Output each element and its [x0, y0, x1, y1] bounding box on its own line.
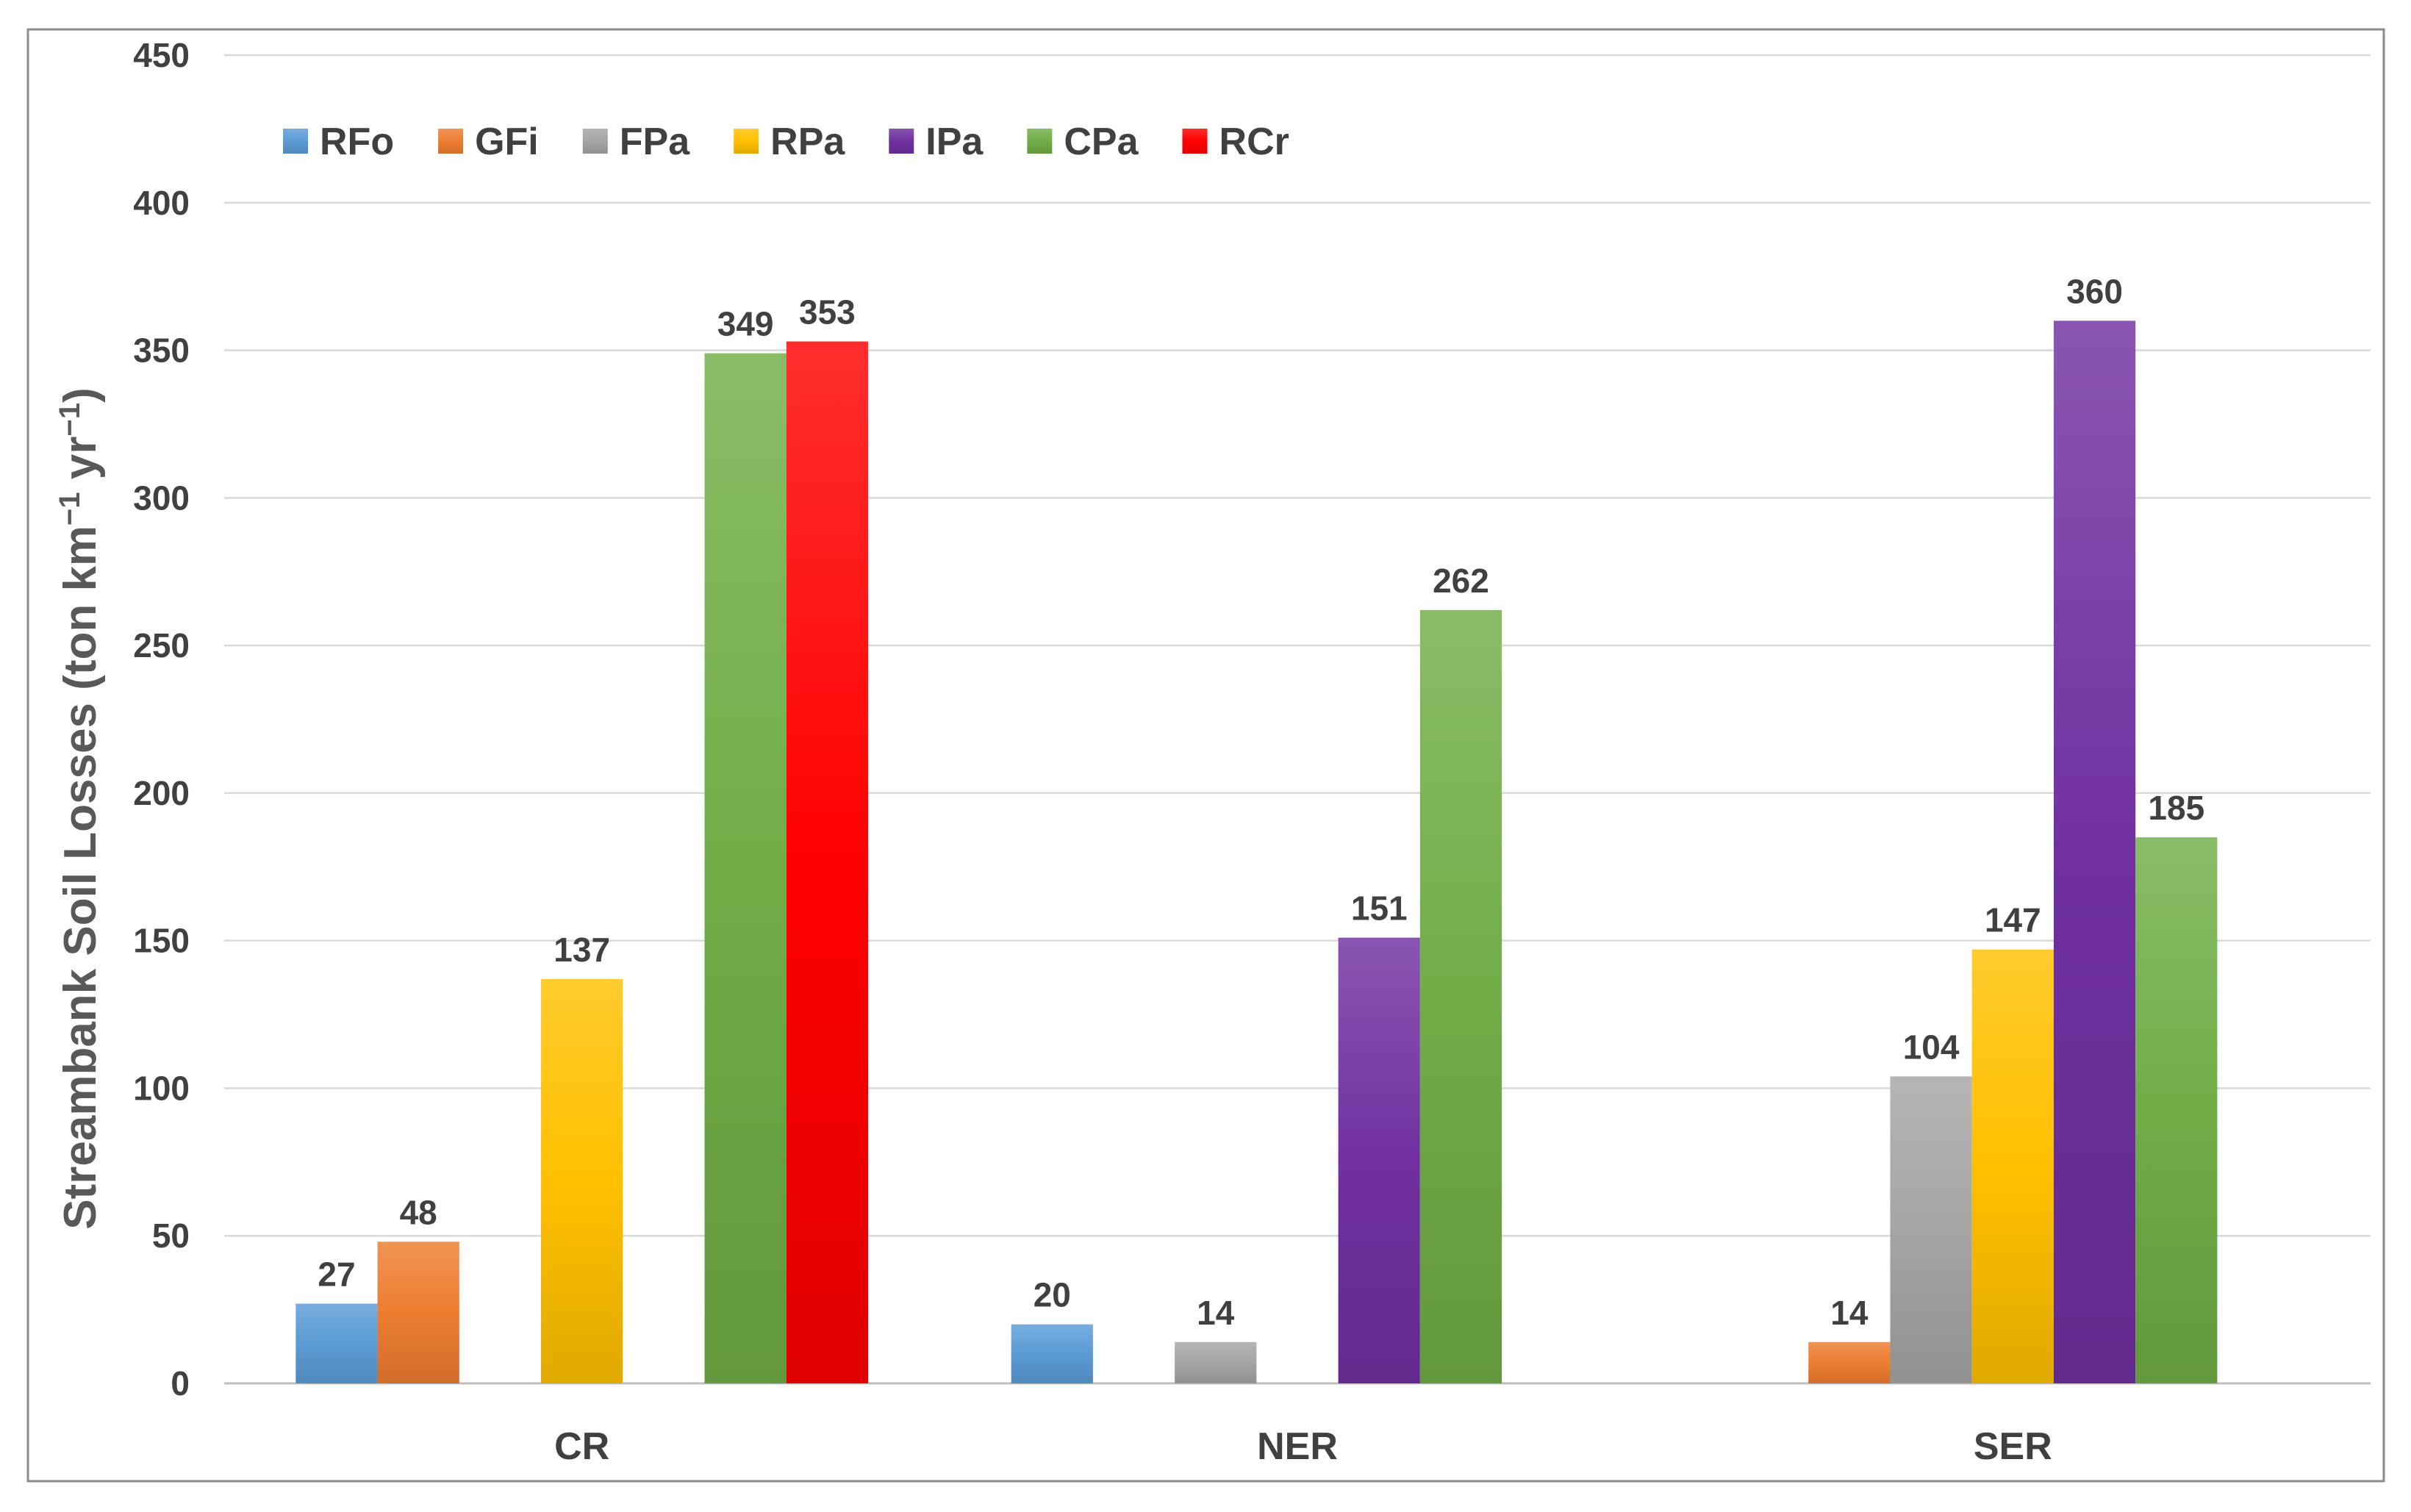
- bar-ner-rfo: [1011, 1324, 1093, 1383]
- data-label-ner-ipa: 151: [1351, 889, 1408, 928]
- legend-label-ipa: IPa: [925, 121, 984, 163]
- data-label-cr-rcr: 353: [799, 293, 856, 332]
- y-tick-label: 150: [133, 922, 190, 960]
- bar-cr-gfi: [377, 1242, 459, 1383]
- bar-cr-rfo: [295, 1303, 378, 1383]
- y-tick-label: 300: [133, 479, 190, 517]
- legend-swatch-gfi: [438, 129, 464, 154]
- data-label-cr-cpa: 349: [717, 305, 774, 343]
- y-axis-ticks: 0 50 100 150 200 250 300 350 400 450: [133, 36, 190, 1402]
- legend-swatch-rfo: [283, 129, 308, 154]
- legend-label-fpa: FPa: [620, 121, 690, 163]
- x-axis-categories: CR NER SER: [554, 1425, 2052, 1468]
- bar-ner-cpa: [1419, 609, 1502, 1383]
- data-labels: 27 48 137 349 353 20 14 151 262 14 104 147 360 185: [318, 272, 2204, 1331]
- legend-label-cpa: CPa: [1064, 121, 1139, 163]
- legend-swatch-ipa: [889, 129, 914, 154]
- bar-ser-fpa: [1890, 1076, 1972, 1383]
- y-tick-label: 250: [133, 626, 190, 664]
- category-label-ner: NER: [1257, 1425, 1338, 1468]
- category-label-ser: SER: [1974, 1425, 2052, 1468]
- data-label-ser-rpa: 147: [1985, 901, 2041, 939]
- bar-cr-rcr: [786, 341, 868, 1383]
- bars: [295, 320, 2218, 1384]
- bar-cr-rpa: [541, 978, 623, 1383]
- data-label-ser-ipa: 360: [2066, 272, 2123, 310]
- data-label-ser-fpa: 104: [1903, 1028, 1960, 1066]
- data-label-ner-cpa: 262: [1433, 562, 1489, 600]
- y-tick-label: 350: [133, 332, 190, 370]
- data-label-cr-gfi: 48: [400, 1193, 437, 1231]
- bar-ser-rpa: [1971, 949, 2054, 1383]
- y-axis-title: Streambank Soil Losses (ton km−1 yr−1): [54, 387, 106, 1230]
- category-label-cr: CR: [554, 1425, 609, 1468]
- bar-ser-cpa: [2135, 837, 2218, 1383]
- bar-cr-cpa: [704, 353, 787, 1384]
- data-label-ser-cpa: 185: [2148, 789, 2204, 827]
- y-tick-label: 450: [133, 36, 190, 74]
- data-label-ser-gfi: 14: [1830, 1294, 1869, 1332]
- legend-label-rpa: RPa: [770, 121, 845, 163]
- legend-label-gfi: GFi: [475, 121, 539, 163]
- y-tick-label: 100: [133, 1069, 190, 1107]
- bar-ner-fpa: [1175, 1341, 1257, 1383]
- data-label-ner-rfo: 20: [1033, 1276, 1071, 1314]
- legend-swatch-cpa: [1027, 129, 1053, 154]
- bar-ser-gfi: [1808, 1341, 1891, 1383]
- y-tick-label: 200: [133, 774, 190, 812]
- legend-swatch-rpa: [734, 129, 759, 154]
- bar-ser-ipa: [2053, 320, 2136, 1383]
- y-tick-label: 400: [133, 184, 190, 222]
- legend: RFo GFi FPa RPa IPa CPa RCr: [283, 121, 1289, 163]
- data-label-ner-fpa: 14: [1197, 1294, 1235, 1332]
- legend-label-rcr: RCr: [1219, 121, 1289, 163]
- legend-label-rfo: RFo: [320, 121, 394, 163]
- y-tick-label: 0: [171, 1364, 190, 1402]
- y-tick-label: 50: [152, 1217, 190, 1255]
- data-label-cr-rpa: 137: [554, 931, 610, 969]
- bar-ner-ipa: [1338, 937, 1420, 1383]
- data-label-cr-rfo: 27: [318, 1255, 355, 1294]
- legend-swatch-rcr: [1182, 129, 1208, 154]
- legend-swatch-fpa: [582, 129, 608, 154]
